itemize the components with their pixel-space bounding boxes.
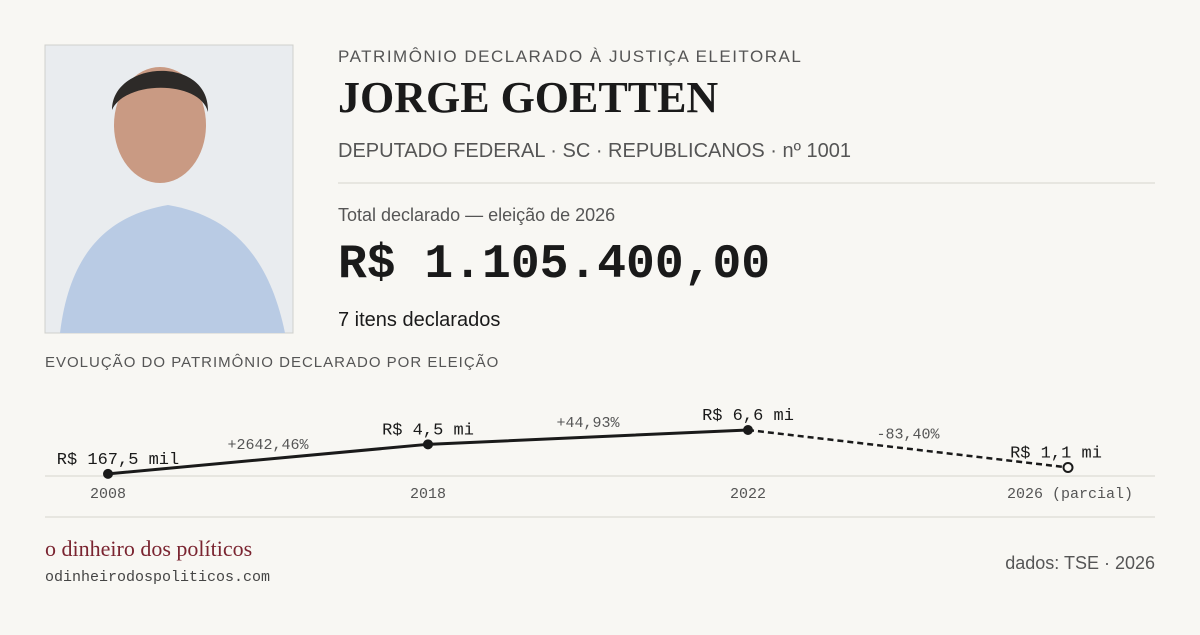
x-tick-label: 2008 (90, 486, 126, 503)
subtitle: DEPUTADO FEDERAL · SC · REPUBLICANOS · n… (338, 140, 851, 162)
brand: o dinheiro dos políticos (45, 536, 252, 561)
change-label: -83,40% (876, 427, 940, 444)
chart-title: EVOLUÇÃO DO PATRIMÔNIO DECLARADO POR ELE… (45, 354, 499, 371)
trend-line (747, 428, 1069, 469)
change-label: +44,93% (556, 415, 620, 432)
point (423, 439, 433, 450)
value-label: R$ 6,6 mi (702, 407, 794, 426)
total-value: R$ 1.105.400,00 (338, 238, 770, 292)
photo (44, 44, 294, 334)
source: dados: TSE · 2026 (1005, 553, 1155, 573)
value-label: R$ 167,5 mil (57, 451, 179, 470)
url: odinheirodospoliticos.com (45, 569, 270, 586)
x-tick-label: 2022 (730, 486, 766, 503)
items-count: 7 itens declarados (338, 309, 500, 331)
value-label: R$ 4,5 mi (382, 421, 474, 440)
politician-name: JORGE GOETTEN (338, 73, 718, 122)
change-label: +2642,46% (227, 437, 309, 454)
x-tick-label: 2018 (410, 486, 446, 503)
point (103, 468, 113, 479)
value-label: R$ 1,1 mi (1010, 444, 1102, 463)
point (743, 425, 753, 435)
eyebrow: PATRIMÔNIO DECLARADO À JUSTIÇA ELEITORAL (338, 47, 802, 66)
total-label: Total declarado — eleição de 2026 (338, 205, 615, 225)
point (1062, 461, 1074, 473)
x-tick-label: 2026 (parcial) (1007, 486, 1133, 503)
